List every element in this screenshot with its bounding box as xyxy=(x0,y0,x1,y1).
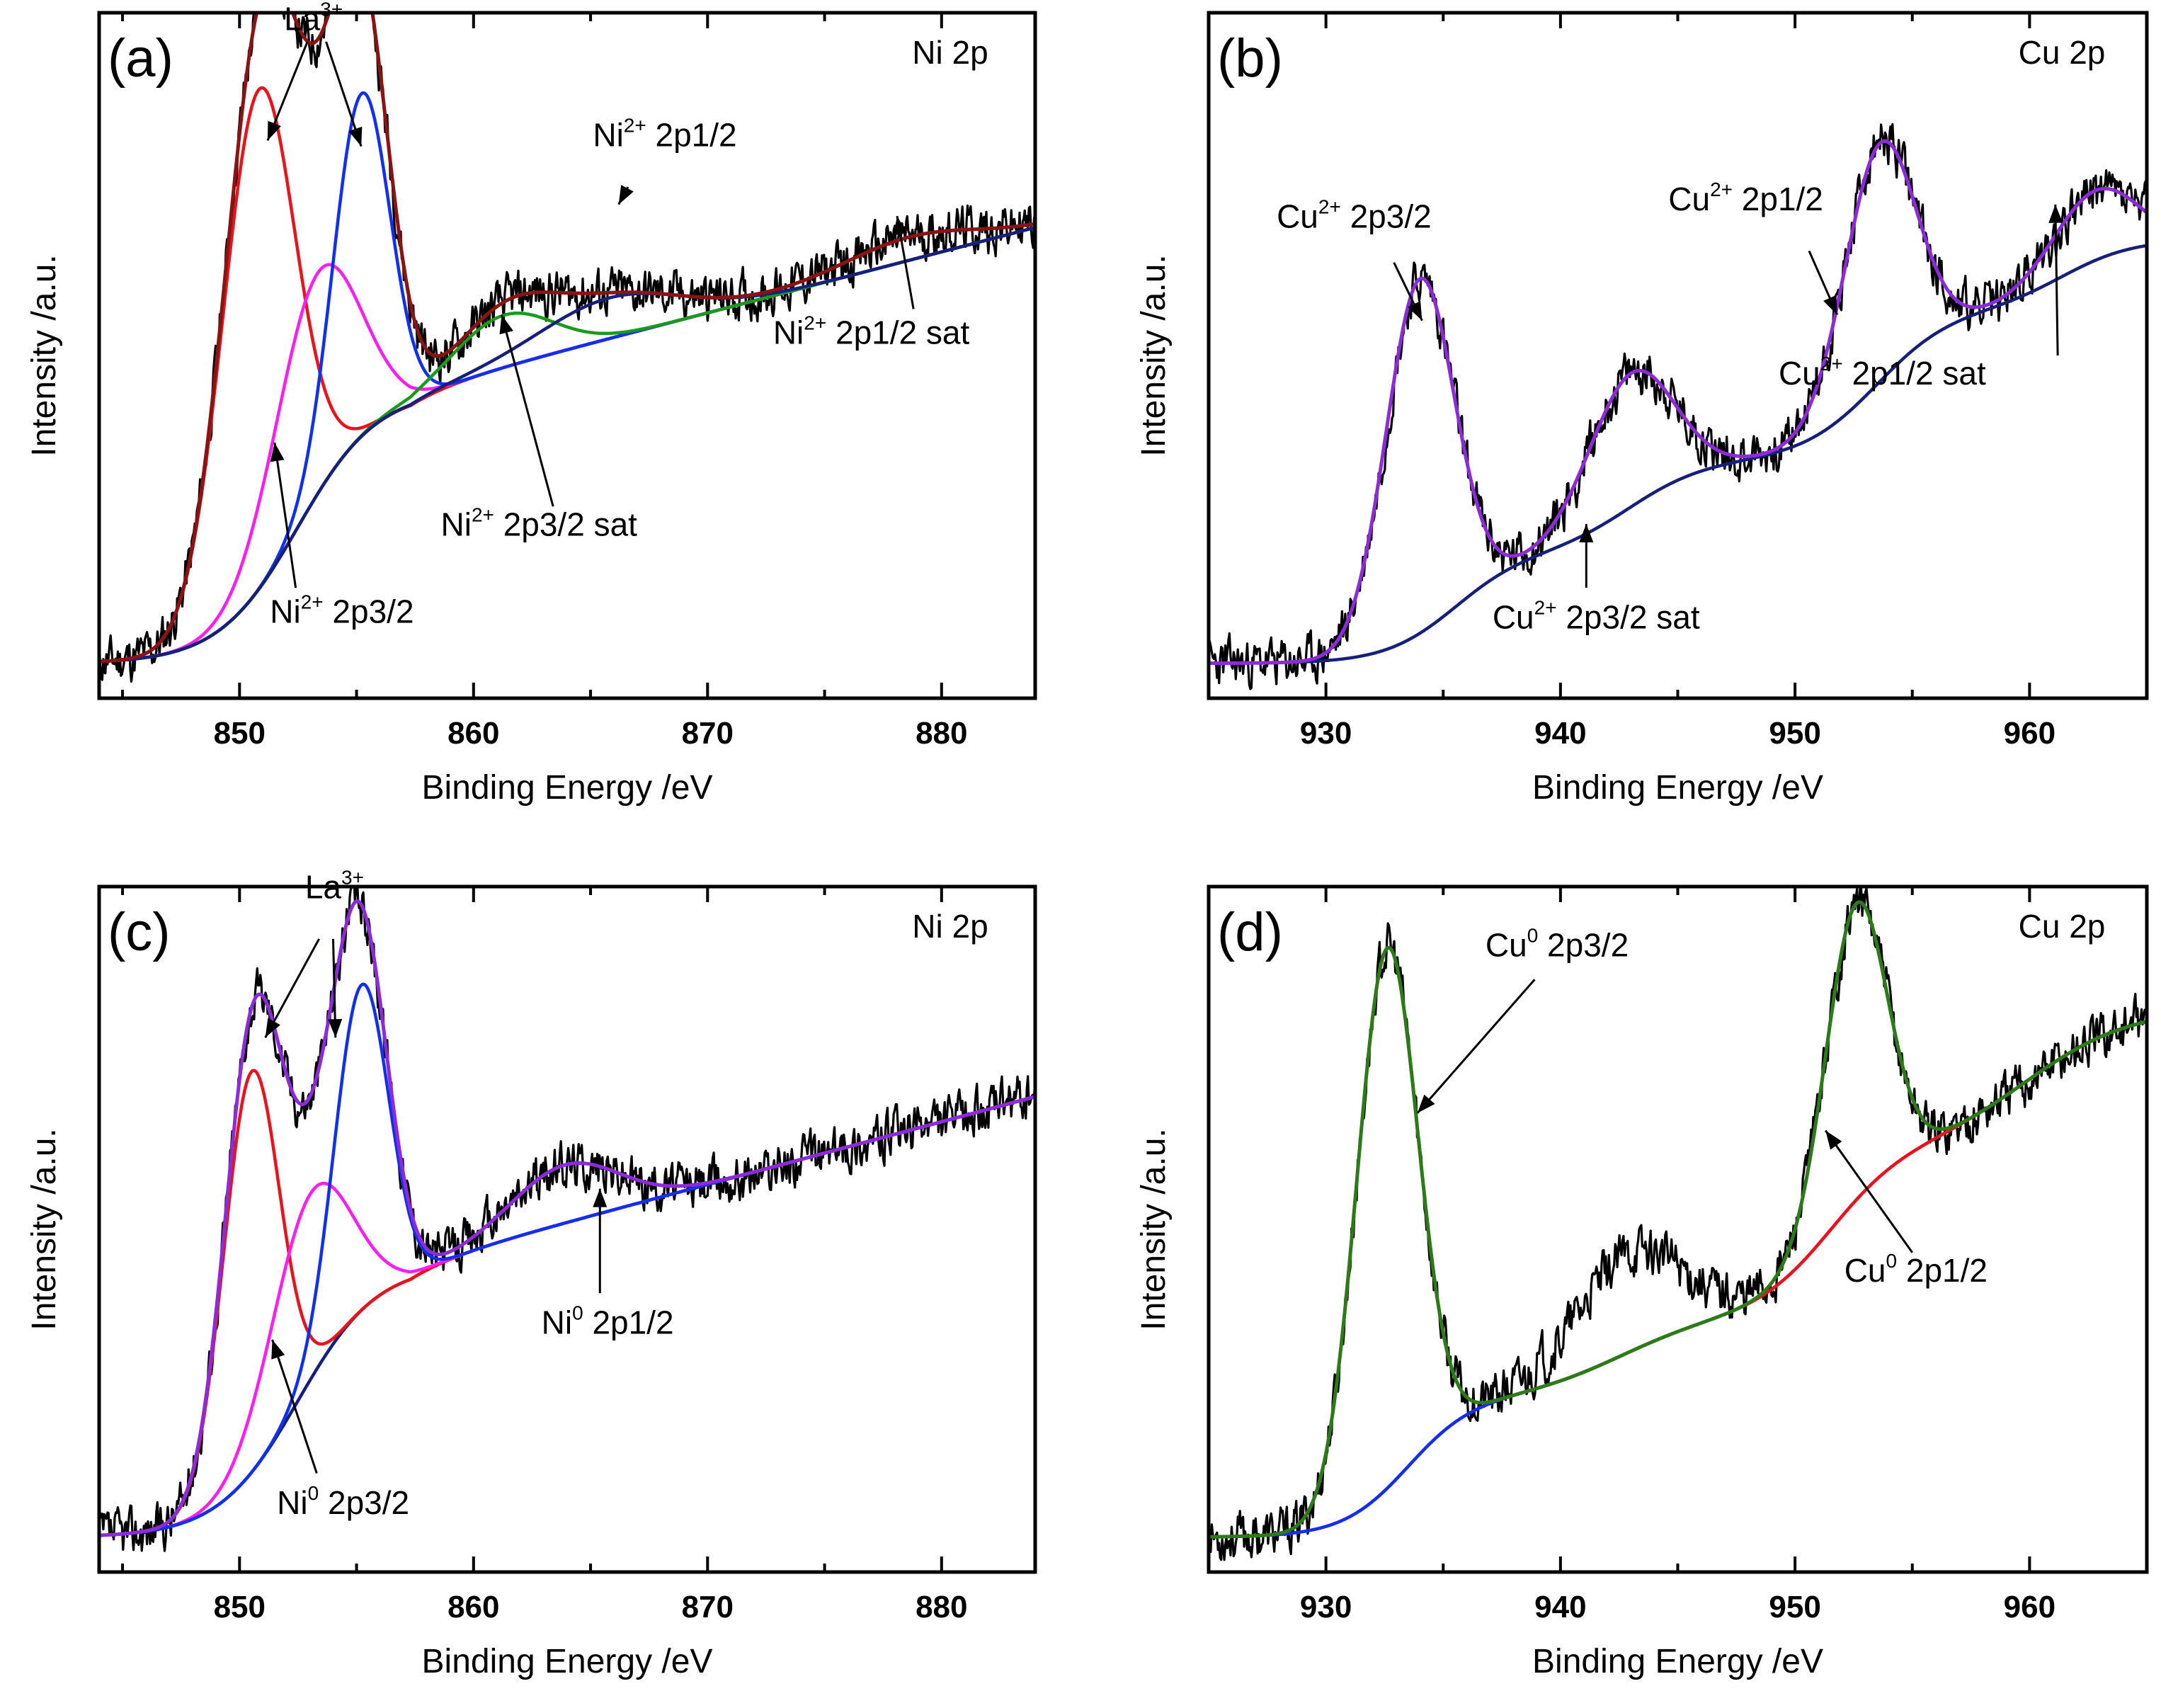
panel-c: 850 860 870 880 Binding Energy /eV Intensity … xyxy=(25,866,1037,1680)
panel-label-a: (a) xyxy=(108,28,173,89)
x-tick-label-c: 870 xyxy=(682,1590,734,1624)
x-axis-label-d: Binding Energy /eV xyxy=(1532,1643,1823,1680)
x-tick-label-a: 850 xyxy=(214,716,266,751)
x-tick-label-c: 850 xyxy=(214,1590,266,1624)
panel-label-d: (d) xyxy=(1217,902,1283,962)
annotation-a-2: Ni2+ 2p1/2 sat xyxy=(773,312,970,351)
envelope-curve-c xyxy=(99,899,1035,1537)
annotation-c-2: Ni0 2p3/2 xyxy=(277,1482,409,1521)
arrowhead-b-0-0 xyxy=(1408,301,1422,321)
y-axis-label-b: Intensity /a.u. xyxy=(1135,254,1173,457)
x-tick-label-a: 880 xyxy=(916,716,967,751)
x-tick-label-b: 960 xyxy=(2004,716,2055,751)
arrowhead-c-1-0 xyxy=(593,1188,608,1207)
annotation-b-2: Cu2+ 2p1/2 sat xyxy=(1779,353,1986,392)
arrowhead-a-0-0 xyxy=(267,120,281,141)
arrowhead-a-2-0 xyxy=(893,216,908,236)
annotation-arrow-a-4-0 xyxy=(273,442,297,588)
panel-label-c: (c) xyxy=(108,902,171,962)
annotation-arrow-d-1-0 xyxy=(1824,1129,1913,1253)
y-axis-label-a: Intensity /a.u. xyxy=(25,254,63,457)
arrowhead-c-0-1 xyxy=(328,1019,343,1038)
annotation-c-0: La3+ xyxy=(305,866,364,905)
x-axis-label-c: Binding Energy /eV xyxy=(422,1643,713,1680)
arrowhead-c-0-0 xyxy=(265,1018,280,1038)
x-tick-label-d: 940 xyxy=(1534,1590,1586,1624)
annotation-arrow-c-0-0 xyxy=(264,938,320,1039)
panel-label-b: (b) xyxy=(1217,28,1283,89)
x-axis-label-b: Binding Energy /eV xyxy=(1532,769,1823,807)
envelope-curve-d xyxy=(1209,900,2147,1539)
x-tick-label-b: 950 xyxy=(1769,716,1820,751)
annotation-arrow-b-2-0 xyxy=(2054,204,2059,356)
x-axis-label-a: Binding Energy /eV xyxy=(422,769,713,807)
x-tick-label-a: 860 xyxy=(447,716,499,751)
annotation-b-3: Cu2+ 2p3/2 sat xyxy=(1493,597,1700,636)
raw-spectrum-c xyxy=(99,887,1035,1552)
annotation-arrow-c-2-0 xyxy=(271,1339,318,1474)
annotation-a-4: Ni2+ 2p3/2 xyxy=(270,591,414,630)
y-axis-label-d: Intensity /a.u. xyxy=(1135,1128,1173,1331)
y-axis-label-c: Intensity /a.u. xyxy=(25,1128,63,1331)
panel-d: 930 940 950 960 Binding Energy /eV Intensity … xyxy=(1135,884,2149,1680)
annotation-arrow-d-0-0 xyxy=(1416,979,1536,1114)
arrowhead-d-1-0 xyxy=(1825,1130,1842,1150)
annotation-d-1: Cu0 2p1/2 xyxy=(1844,1250,1988,1289)
panel-title-b: Cu 2p xyxy=(2019,34,2106,71)
plot-frame-c xyxy=(97,884,1037,1574)
panel-title-a: Ni 2p xyxy=(912,34,988,71)
plot-area xyxy=(1209,123,2147,690)
arrowhead-a-4-0 xyxy=(270,443,285,462)
panels: 850 860 870 880 Binding Energy /eV Intensity … xyxy=(25,0,2149,1680)
x-tick-label-c: 880 xyxy=(916,1590,967,1624)
x-tick-label-b: 940 xyxy=(1534,716,1586,751)
envelope-curve-a xyxy=(99,13,1035,664)
panel-title-d: Cu 2p xyxy=(2019,908,2106,945)
panel-title-c: Ni 2p xyxy=(912,908,988,945)
annotation-b-0: Cu2+ 2p3/2 xyxy=(1277,196,1432,235)
panel-b: 930 940 950 960 Binding Energy /eV Intensity … xyxy=(1135,11,2149,807)
background-curve-b xyxy=(1209,244,2147,665)
annotation-c-1: Ni0 2p1/2 xyxy=(542,1302,674,1341)
plot-frame-a xyxy=(97,11,1037,700)
arrowhead-b-1-0 xyxy=(1823,295,1837,315)
annotation-b-1: Cu2+ 2p1/2 xyxy=(1668,178,1823,217)
x-tick-label-d: 930 xyxy=(1300,1590,1352,1624)
arrowhead-a-1-0 xyxy=(618,185,634,205)
envelope-curve-b xyxy=(1209,139,2147,666)
raw-spectrum-a xyxy=(99,13,1035,683)
x-tick-label-d: 960 xyxy=(2004,1590,2055,1624)
plot-area xyxy=(1209,887,2147,1561)
arrowhead-c-2-0 xyxy=(271,1339,285,1360)
annotation-arrow-a-3-0 xyxy=(501,314,554,507)
annotation-a-1: Ni2+ 2p1/2 xyxy=(593,115,736,154)
arrowhead-a-0-1 xyxy=(348,126,363,147)
arrowhead-b-3-0 xyxy=(1579,523,1594,542)
x-tick-label-d: 950 xyxy=(1769,1590,1820,1624)
arrowhead-b-2-0 xyxy=(2048,204,2063,223)
annotation-a-3: Ni2+ 2p3/2 sat xyxy=(441,503,638,542)
x-tick-label-a: 870 xyxy=(682,716,734,751)
arrowhead-a-3-0 xyxy=(499,314,513,335)
x-tick-label-c: 860 xyxy=(447,1590,499,1624)
x-tick-label-b: 930 xyxy=(1300,716,1352,751)
annotation-a-0: La3+ xyxy=(284,0,343,38)
panel-a: 850 860 870 880 Binding Energy /eV Intensity … xyxy=(25,0,1037,807)
plot-area xyxy=(99,887,1035,1552)
arrowhead-d-0-0 xyxy=(1417,1094,1435,1113)
plot-area xyxy=(99,13,1035,683)
component-peak-a-4 xyxy=(99,225,1035,664)
annotation-d-0: Cu0 2p3/2 xyxy=(1486,924,1629,963)
